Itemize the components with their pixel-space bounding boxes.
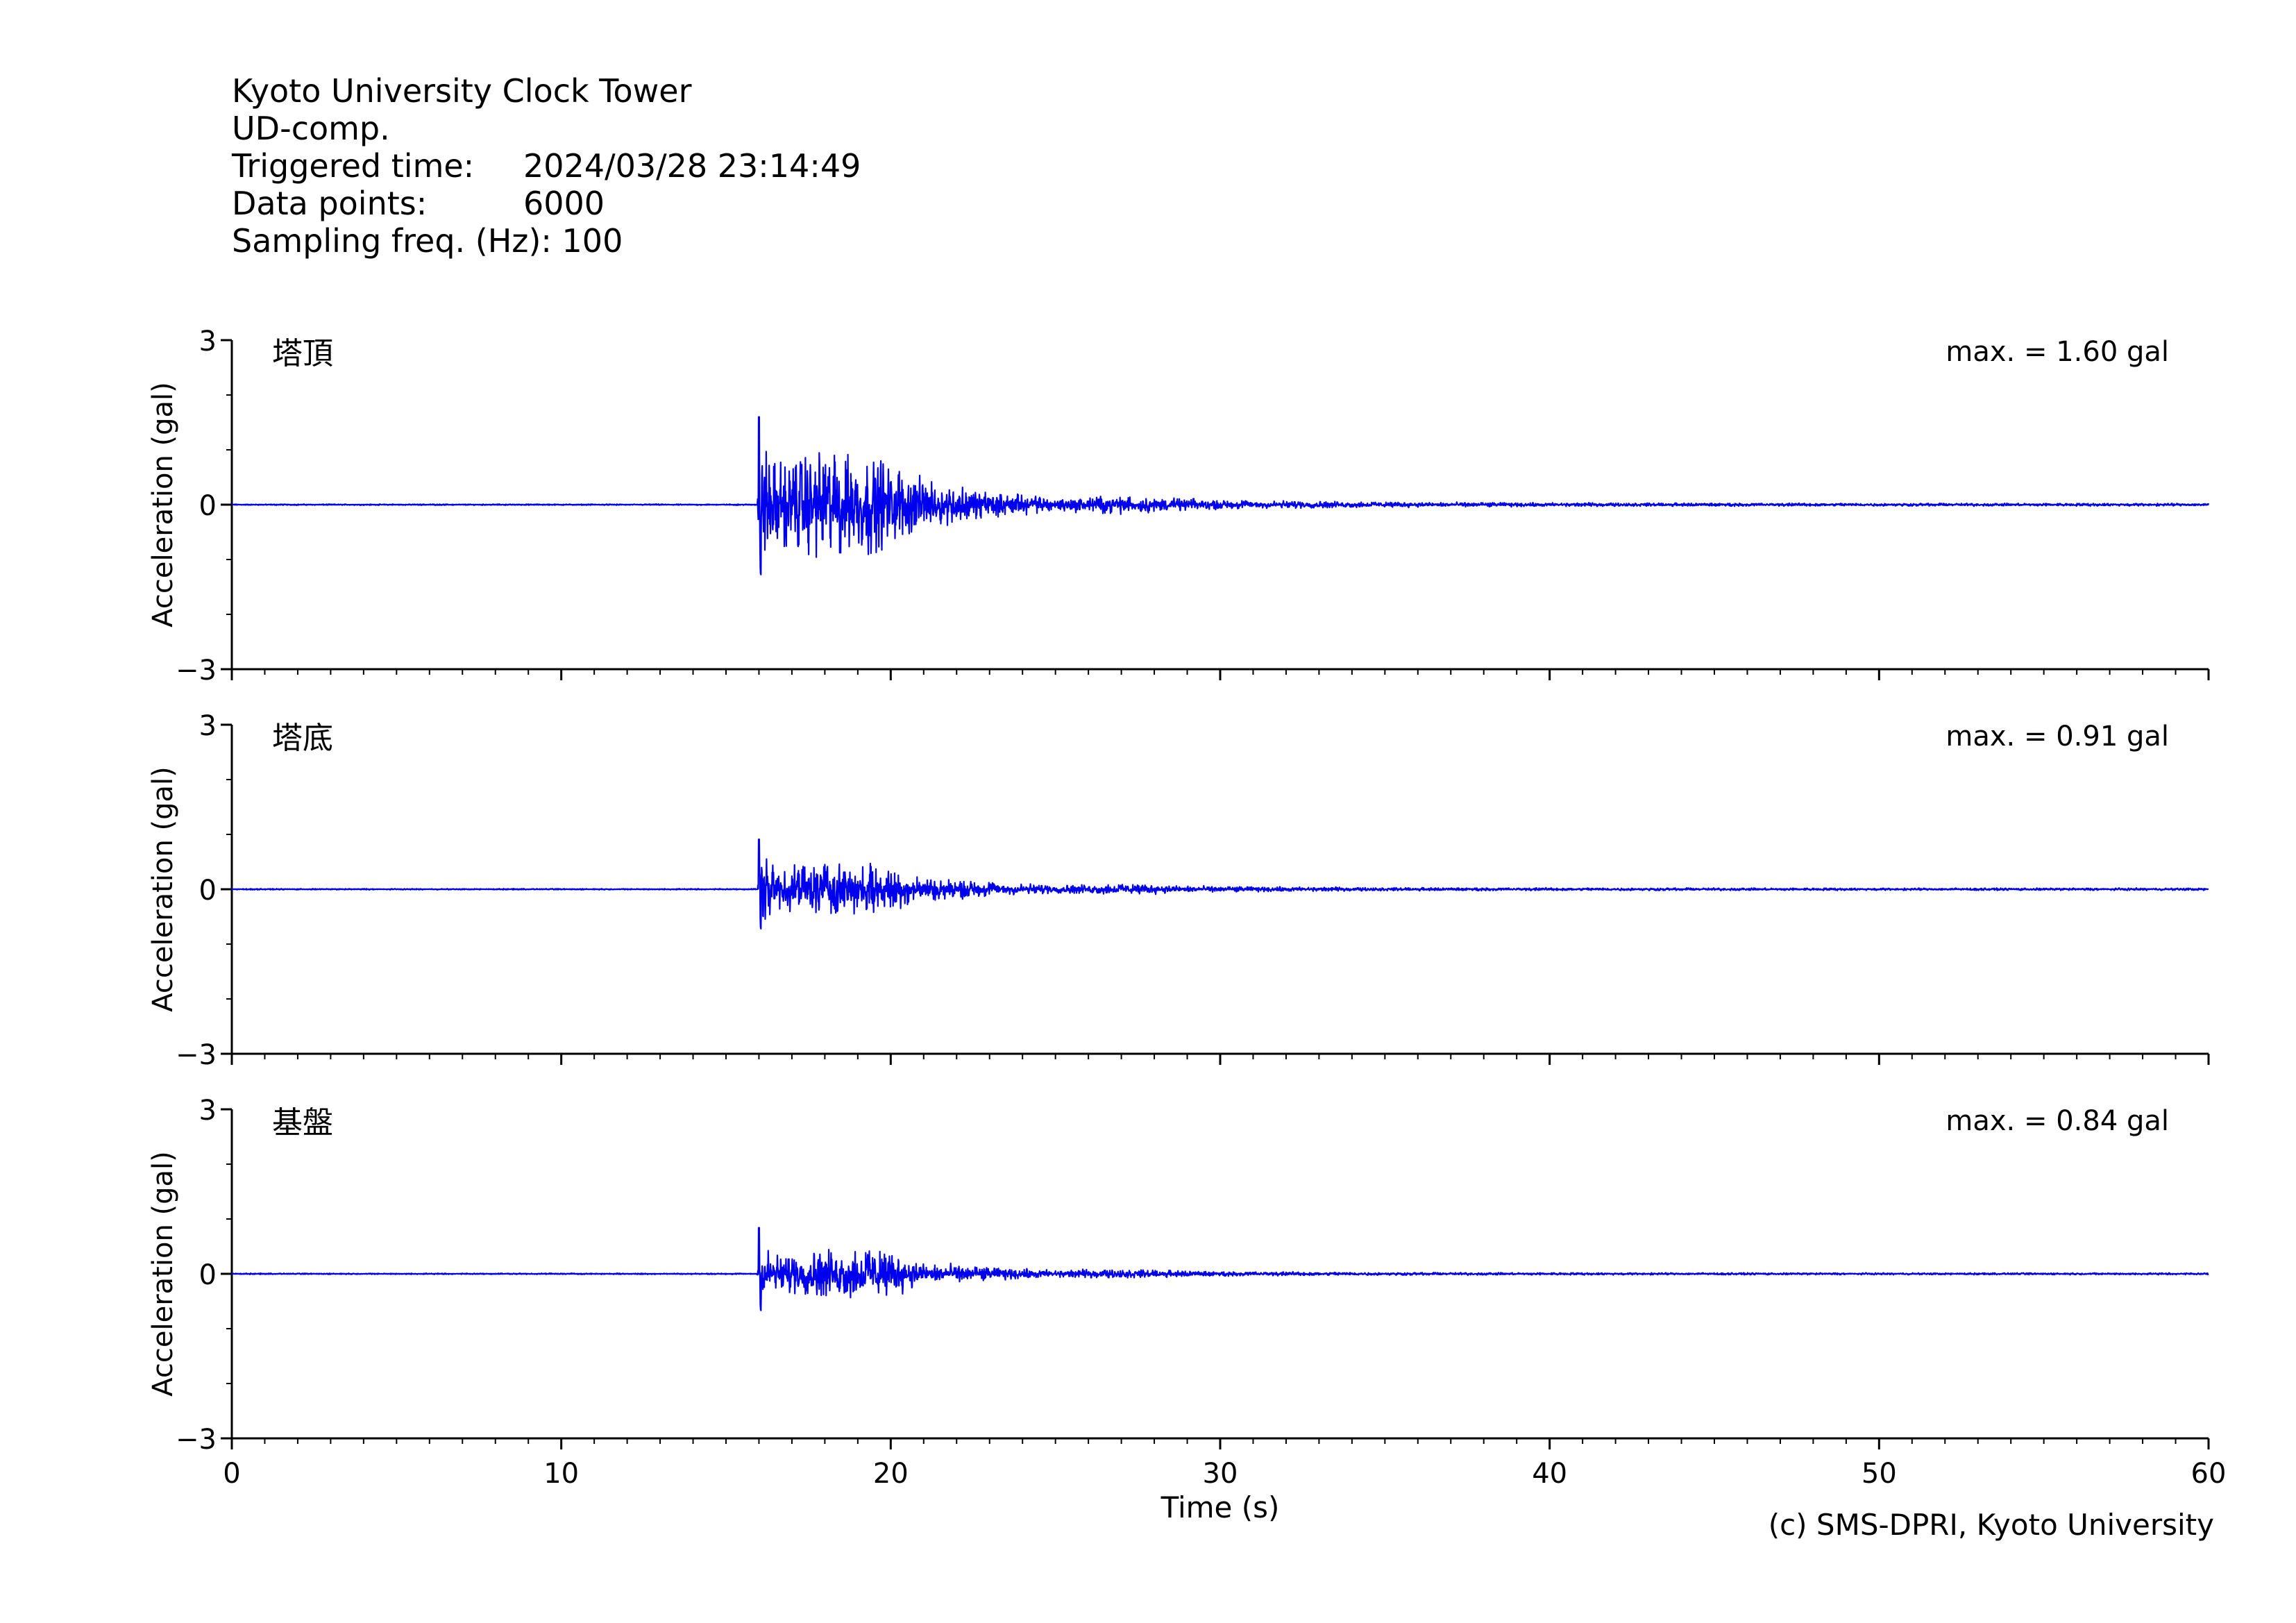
triggered-time-value: 2024/03/28 23:14:49 bbox=[523, 147, 861, 185]
waveform-trace bbox=[231, 1227, 2209, 1311]
y-tick-label: −3 bbox=[176, 655, 217, 687]
data-points-row: Data points: 6000 bbox=[232, 185, 861, 222]
station-label: 塔底 bbox=[272, 721, 333, 756]
max-value-label: max. = 0.84 gal bbox=[1945, 1105, 2169, 1137]
sampling-freq-row: Sampling freq. (Hz): 100 bbox=[232, 222, 861, 260]
x-tick-label: 30 bbox=[1203, 1458, 1238, 1490]
triggered-time-row: Triggered time: 2024/03/28 23:14:49 bbox=[232, 147, 861, 185]
panel-1: 3 0 −3 Acceleration (gal) 塔頂 max. = 1.60 gal bbox=[147, 326, 2210, 687]
waveform-trace bbox=[231, 416, 2210, 575]
y-tick-label: 0 bbox=[199, 490, 217, 522]
y-tick-label: −3 bbox=[176, 1039, 217, 1071]
waveform-trace bbox=[231, 838, 2209, 930]
x-tick-label: 20 bbox=[873, 1458, 909, 1490]
x-tick-label: 0 bbox=[223, 1458, 240, 1490]
copyright-credit: (c) SMS-DPRI, Kyoto University bbox=[1768, 1508, 2214, 1542]
y-tick-label: 0 bbox=[199, 875, 217, 907]
data-points-label: Data points: bbox=[232, 185, 428, 222]
y-tick-label: 0 bbox=[199, 1259, 217, 1291]
data-points-value: 6000 bbox=[523, 185, 605, 222]
triggered-time-label: Triggered time: bbox=[232, 147, 475, 185]
y-axis-label: Acceleration (gal) bbox=[147, 382, 179, 628]
x-tick-label: 60 bbox=[2191, 1458, 2227, 1490]
x-tick-label: 40 bbox=[1532, 1458, 1567, 1490]
x-tick-label: 10 bbox=[543, 1458, 579, 1490]
y-tick-label: 3 bbox=[199, 710, 217, 742]
panel-3: 3 0 −3 Acceleration (gal) 基盤 max. = 0.84 gal bbox=[147, 1095, 2210, 1456]
component-label: UD-comp. bbox=[232, 110, 390, 147]
max-value-label: max. = 1.60 gal bbox=[1945, 336, 2169, 368]
y-tick-label: 3 bbox=[199, 326, 217, 358]
y-axis-label: Acceleration (gal) bbox=[147, 1151, 179, 1397]
y-axis-label: Acceleration (gal) bbox=[147, 766, 179, 1012]
panel-2: 3 0 −3 Acceleration (gal) 塔底 max. = 0.91 gal bbox=[147, 710, 2210, 1071]
station-label: 塔頂 bbox=[272, 336, 333, 371]
x-tick-label: 50 bbox=[1862, 1458, 1897, 1490]
x-axis-label: Time (s) bbox=[1160, 1490, 1280, 1524]
record-header: Kyoto University Clock Tower UD-comp. Tr… bbox=[232, 72, 861, 260]
sampling-freq-value: 100 bbox=[562, 222, 623, 260]
sampling-freq-label: Sampling freq. (Hz): bbox=[232, 222, 552, 260]
station-label: 基盤 bbox=[272, 1105, 333, 1141]
y-tick-label: 3 bbox=[199, 1095, 217, 1127]
station-name: Kyoto University Clock Tower bbox=[232, 72, 692, 110]
max-value-label: max. = 0.91 gal bbox=[1945, 721, 2169, 752]
y-tick-label: −3 bbox=[176, 1424, 217, 1456]
